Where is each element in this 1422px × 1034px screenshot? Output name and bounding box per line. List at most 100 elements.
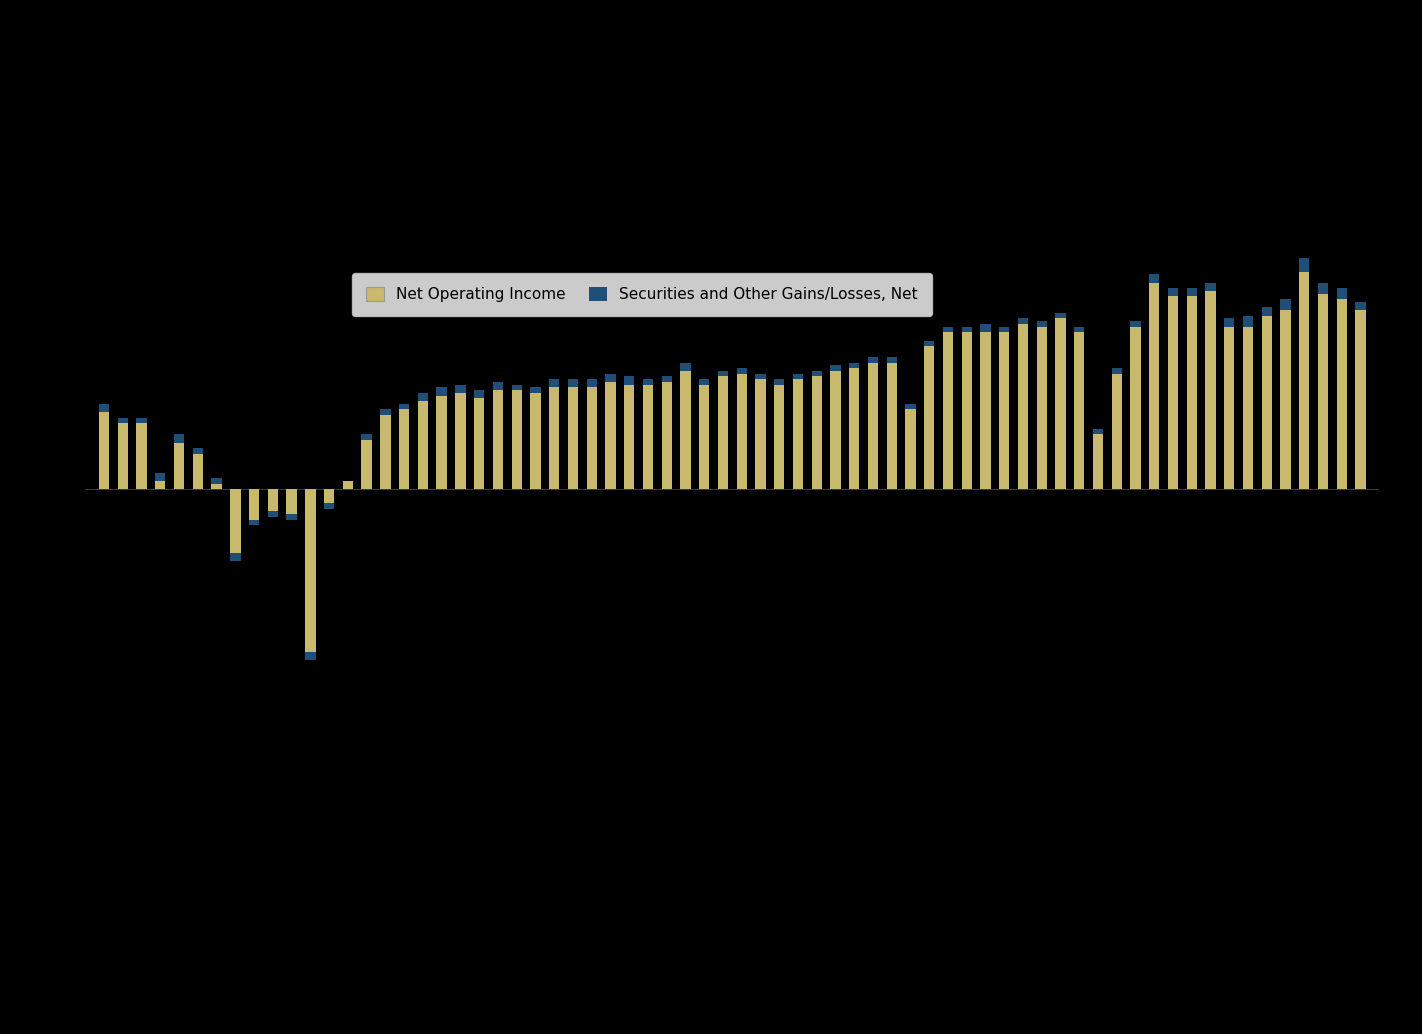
Bar — [455, 385, 465, 393]
Bar — [1337, 288, 1347, 299]
Bar — [437, 388, 447, 396]
Bar — [886, 357, 897, 363]
Bar — [1130, 322, 1140, 327]
Bar — [306, 652, 316, 661]
Bar — [212, 479, 222, 484]
Bar — [173, 443, 185, 489]
Bar — [1280, 310, 1291, 489]
Bar — [1280, 299, 1291, 310]
Bar — [606, 382, 616, 489]
Bar — [755, 379, 765, 489]
Bar — [774, 385, 785, 489]
Bar — [924, 346, 934, 489]
Bar — [961, 332, 971, 489]
Bar — [755, 373, 765, 379]
Bar — [249, 489, 259, 525]
Bar — [137, 423, 146, 489]
Bar — [1112, 373, 1122, 489]
Bar — [1261, 315, 1271, 489]
Bar — [1130, 327, 1140, 489]
Bar — [193, 454, 203, 489]
Bar — [286, 489, 297, 520]
Bar — [155, 473, 165, 481]
Bar — [400, 404, 410, 409]
Bar — [324, 504, 334, 509]
Bar — [1186, 288, 1197, 297]
Bar — [718, 376, 728, 489]
Bar — [380, 415, 391, 489]
Bar — [1037, 327, 1047, 489]
Bar — [530, 388, 540, 393]
Bar — [1018, 324, 1028, 489]
Bar — [530, 393, 540, 489]
Bar — [1055, 313, 1065, 318]
Bar — [849, 368, 859, 489]
Bar — [286, 514, 297, 520]
Bar — [830, 365, 840, 371]
Bar — [774, 379, 785, 385]
Bar — [1186, 297, 1197, 489]
Bar — [680, 371, 691, 489]
Bar — [267, 512, 279, 517]
Bar — [100, 404, 109, 413]
Bar — [1355, 302, 1365, 310]
Bar — [793, 379, 803, 489]
Bar — [361, 439, 371, 489]
Bar — [1224, 327, 1234, 489]
Bar — [793, 373, 803, 379]
Bar — [1149, 282, 1159, 489]
Bar — [737, 368, 747, 373]
Bar — [549, 388, 559, 489]
Bar — [493, 382, 503, 390]
Bar — [212, 484, 222, 489]
Bar — [1318, 294, 1328, 489]
Bar — [1167, 288, 1179, 297]
Bar — [306, 489, 316, 661]
Bar — [1149, 274, 1159, 282]
Bar — [1300, 272, 1310, 489]
Bar — [474, 398, 485, 489]
Bar — [718, 371, 728, 376]
Bar — [886, 363, 897, 489]
Bar — [1094, 434, 1103, 489]
Bar — [1300, 257, 1310, 272]
Bar — [1355, 310, 1365, 489]
Bar — [1206, 282, 1216, 291]
Bar — [193, 448, 203, 454]
Bar — [961, 327, 971, 332]
Bar — [812, 371, 822, 376]
Bar — [1000, 332, 1010, 489]
Bar — [1055, 318, 1065, 489]
Bar — [1243, 327, 1253, 489]
Bar — [586, 379, 597, 388]
Bar — [137, 418, 146, 423]
Bar — [1318, 282, 1328, 294]
Bar — [173, 434, 185, 443]
Legend: Net Operating Income, Securities and Other Gains/Losses, Net: Net Operating Income, Securities and Oth… — [351, 273, 931, 315]
Bar — [230, 553, 240, 561]
Bar — [1167, 297, 1179, 489]
Bar — [812, 376, 822, 489]
Bar — [867, 357, 879, 363]
Bar — [906, 409, 916, 489]
Bar — [437, 396, 447, 489]
Bar — [567, 379, 579, 388]
Bar — [867, 363, 879, 489]
Bar — [737, 373, 747, 489]
Bar — [700, 385, 710, 489]
Bar — [586, 388, 597, 489]
Bar — [267, 489, 279, 517]
Bar — [324, 489, 334, 509]
Bar — [118, 423, 128, 489]
Bar — [512, 385, 522, 390]
Bar — [230, 489, 240, 561]
Bar — [418, 393, 428, 401]
Bar — [118, 418, 128, 423]
Bar — [400, 409, 410, 489]
Bar — [100, 413, 109, 489]
Bar — [1337, 299, 1347, 489]
Bar — [549, 379, 559, 388]
Bar — [924, 340, 934, 346]
Bar — [493, 390, 503, 489]
Bar — [567, 388, 579, 489]
